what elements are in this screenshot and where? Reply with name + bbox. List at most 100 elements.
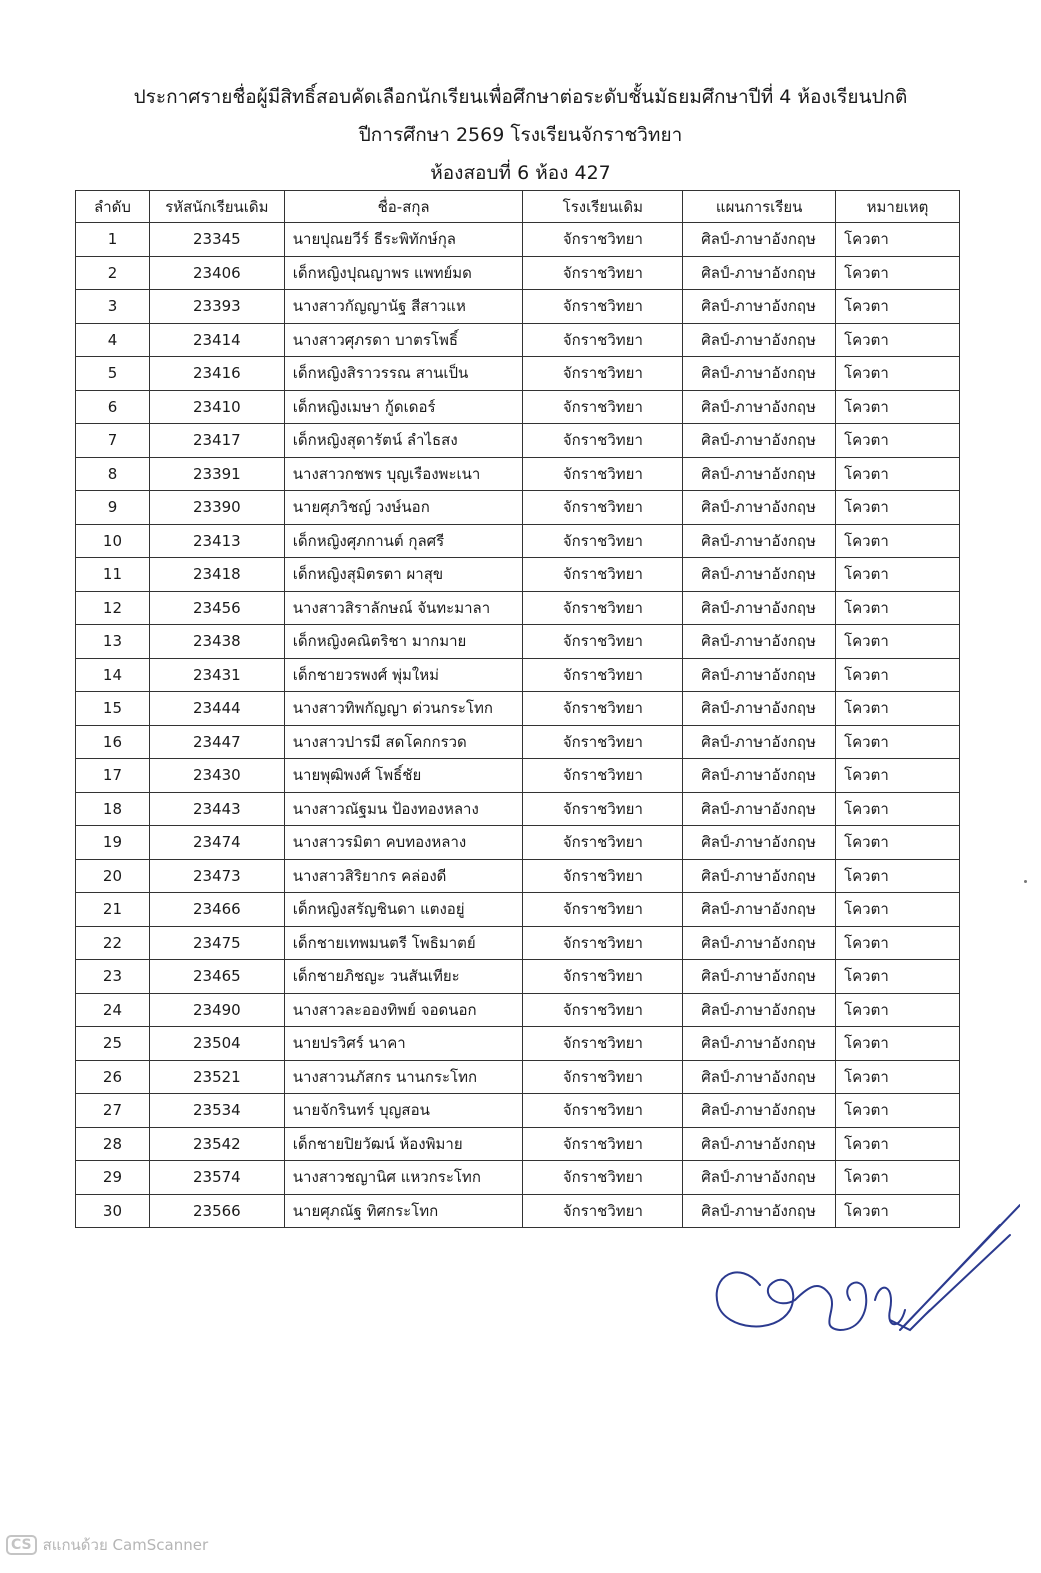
table-row: 5 23416 เด็กหญิงสิราวรรณ สานเป็น จักราชวิทย… — [75, 356, 960, 391]
cell-program: ศิลป์-ภาษาอังกฤษ — [682, 1160, 837, 1195]
cell-remark: โควตา — [835, 356, 960, 391]
table-row: 25 23504 นายปรวิศร์ นาคา จักราชวิทยา ศิลป์-ภ… — [75, 1026, 960, 1061]
cell-program: ศิลป์-ภาษาอังกฤษ — [682, 791, 837, 826]
cell-no: 12 — [75, 590, 150, 625]
cell-student-id: 23534 — [148, 1093, 285, 1128]
cell-name: เด็กหญิงสรัญชินดา แตงอยู่ — [283, 892, 524, 927]
cell-program: ศิลป์-ภาษาอังกฤษ — [682, 624, 837, 659]
cell-program: ศิลป์-ภาษาอังกฤษ — [682, 1093, 837, 1128]
cell-remark: โควตา — [835, 925, 960, 960]
cell-remark: โควตา — [835, 423, 960, 458]
table-row: 4 23414 นางสาวศุภรดา บาตรโพธิ์ จักราชวิทยาศ… — [75, 322, 960, 357]
cell-program: ศิลป์-ภาษาอังกฤษ — [682, 758, 837, 793]
cell-remark: โควตา — [835, 691, 960, 726]
col-header-no: ลำดับ — [75, 190, 150, 223]
cell-no: 20 — [75, 858, 150, 893]
cell-program: ศิลป์-ภาษาอังกฤษ — [682, 858, 837, 893]
cell-school: จักราชวิทยา — [522, 490, 684, 525]
cell-student-id: 23475 — [148, 925, 285, 960]
cell-remark: โควตา — [835, 389, 960, 424]
table-row: 13 23438 เด็กหญิงคณิตริชา มากมาย จักราชวิทย… — [75, 624, 960, 659]
cell-program: ศิลป์-ภาษาอังกฤษ — [682, 222, 837, 257]
col-header-student-id: รหัสนักเรียนเดิม — [148, 190, 285, 223]
cell-program: ศิลป์-ภาษาอังกฤษ — [682, 289, 837, 324]
cell-no: 10 — [75, 523, 150, 558]
table-row: 2 23406 เด็กหญิงปุณญาพร แพทย์มด จักราชวิทยา… — [75, 255, 960, 290]
cell-remark: โควตา — [835, 724, 960, 759]
cell-school: จักราชวิทยา — [522, 992, 684, 1027]
cell-name: เด็กหญิงศุภกานต์ กุลศรี — [283, 523, 524, 558]
cell-school: จักราชวิทยา — [522, 1160, 684, 1195]
cell-no: 1 — [75, 222, 150, 257]
cell-school: จักราชวิทยา — [522, 825, 684, 860]
cell-remark: โควตา — [835, 825, 960, 860]
table-row: 9 23390 นายศุภวิชญ์ วงษ์นอก จักราชวิทยา ศิลป… — [75, 490, 960, 525]
cell-student-id: 23390 — [148, 490, 285, 525]
cell-remark: โควตา — [835, 490, 960, 525]
cell-student-id: 23566 — [148, 1193, 285, 1228]
cell-name: นางสาวนภัสกร นานกระโทก — [283, 1059, 524, 1094]
table-row: 23 23465 เด็กชายภิชญะ วนสันเทียะ จักราชวิทย… — [75, 959, 960, 994]
cell-program: ศิลป์-ภาษาอังกฤษ — [682, 322, 837, 357]
table-row: 24 23490 นางสาวละอองทิพย์ จอดนอก จักราชวิทย… — [75, 992, 960, 1027]
cell-student-id: 23474 — [148, 825, 285, 860]
cell-school: จักราชวิทยา — [522, 255, 684, 290]
cell-school: จักราชวิทยา — [522, 959, 684, 994]
cell-name: นางสาวศุภรดา บาตรโพธิ์ — [283, 322, 524, 357]
cell-student-id: 23456 — [148, 590, 285, 625]
cell-name: เด็กชายภิชญะ วนสันเทียะ — [283, 959, 524, 994]
cell-student-id: 23345 — [148, 222, 285, 257]
cell-remark: โควตา — [835, 992, 960, 1027]
cell-student-id: 23465 — [148, 959, 285, 994]
cell-no: 27 — [75, 1093, 150, 1128]
cell-name: นางสาวทิพกัญญา ด่วนกระโทก — [283, 691, 524, 726]
cell-program: ศิลป์-ภาษาอังกฤษ — [682, 255, 837, 290]
cell-remark: โควตา — [835, 624, 960, 659]
cell-school: จักราชวิทยา — [522, 724, 684, 759]
cell-student-id: 23417 — [148, 423, 285, 458]
cell-program: ศิลป์-ภาษาอังกฤษ — [682, 992, 837, 1027]
cell-school: จักราชวิทยา — [522, 691, 684, 726]
cell-student-id: 23391 — [148, 456, 285, 491]
cell-name: เด็กชายวรพงศ์ พุ่มใหม่ — [283, 657, 524, 692]
cell-name: นายปุณยวีร์ ธีระพิทักษ์กุล — [283, 222, 524, 257]
cell-no: 19 — [75, 825, 150, 860]
cell-remark: โควตา — [835, 523, 960, 558]
table-row: 29 23574 นางสาวชญานิศ แหวกระโทก จักราชวิทยา… — [75, 1160, 960, 1195]
cell-school: จักราชวิทยา — [522, 892, 684, 927]
academic-year-school: ปีการศึกษา 2569 โรงเรียนจักราชวิทยา — [358, 124, 683, 146]
cell-student-id: 23504 — [148, 1026, 285, 1061]
cell-no: 17 — [75, 758, 150, 793]
cell-name: นางสาวรมิตา คบทองหลาง — [283, 825, 524, 860]
cell-student-id: 23443 — [148, 791, 285, 826]
cell-student-id: 23413 — [148, 523, 285, 558]
table-row: 12 23456 นางสาวสิราลักษณ์ จันทะมาลา จักราชว… — [75, 590, 960, 625]
cell-school: จักราชวิทยา — [522, 557, 684, 592]
table-row: 26 23521 นางสาวนภัสกร นานกระโทก จักราชวิทยา… — [75, 1059, 960, 1094]
cell-program: ศิลป์-ภาษาอังกฤษ — [682, 724, 837, 759]
cell-student-id: 23574 — [148, 1160, 285, 1195]
cell-no: 2 — [75, 255, 150, 290]
cell-program: ศิลป์-ภาษาอังกฤษ — [682, 356, 837, 391]
cell-school: จักราชวิทยา — [522, 1193, 684, 1228]
cell-name: เด็กชายเทพมนตรี โพธิมาตย์ — [283, 925, 524, 960]
cell-no: 5 — [75, 356, 150, 391]
cell-school: จักราชวิทยา — [522, 758, 684, 793]
cell-program: ศิลป์-ภาษาอังกฤษ — [682, 892, 837, 927]
cell-school: จักราชวิทยา — [522, 1026, 684, 1061]
cell-student-id: 23521 — [148, 1059, 285, 1094]
cell-remark: โควตา — [835, 1059, 960, 1094]
cell-student-id: 23542 — [148, 1126, 285, 1161]
cell-school: จักราชวิทยา — [522, 858, 684, 893]
cell-no: 30 — [75, 1193, 150, 1228]
cell-no: 7 — [75, 423, 150, 458]
cell-remark: โควตา — [835, 858, 960, 893]
cell-name: นายศุภณัฐ ทิศกระโทก — [283, 1193, 524, 1228]
cell-school: จักราชวิทยา — [522, 322, 684, 357]
cell-no: 15 — [75, 691, 150, 726]
col-header-school: โรงเรียนเดิม — [522, 190, 684, 223]
table-row: 27 23534 นายจักรินทร์ บุญสอน จักราชวิทยา ศิล… — [75, 1093, 960, 1128]
cell-name: นายจักรินทร์ บุญสอน — [283, 1093, 524, 1128]
cell-school: จักราชวิทยา — [522, 925, 684, 960]
cell-name: เด็กหญิงสิราวรรณ สานเป็น — [283, 356, 524, 391]
